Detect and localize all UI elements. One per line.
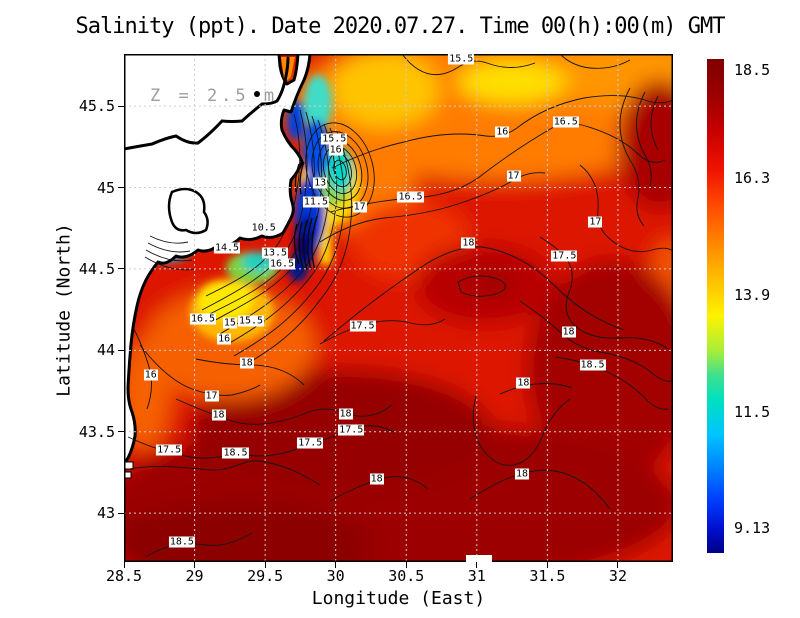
x-tick-label: 29.5 xyxy=(247,567,284,585)
x-tick-mark xyxy=(546,562,548,568)
plot-frame xyxy=(124,54,673,562)
contour-label: 17 xyxy=(588,216,603,228)
x-tick-label: 31.5 xyxy=(529,567,566,585)
y-tick-mark xyxy=(118,268,124,270)
y-tick-label: 44.5 xyxy=(78,259,115,278)
contour-label: 15.5 xyxy=(237,315,265,327)
colorbar-tick-label: 16.3 xyxy=(734,168,771,187)
contour-label: 18.5 xyxy=(168,536,195,548)
contour-label: 10.5 xyxy=(250,222,277,234)
contour-label: 17.5 xyxy=(551,250,578,262)
contour-label: 17.5 xyxy=(297,437,324,449)
contour-label: 15 xyxy=(222,317,237,329)
colorbar-tick-label: 11.5 xyxy=(734,403,771,422)
x-axis-title: Longitude (East) xyxy=(311,588,486,609)
contour-label: 15.5 xyxy=(321,133,348,145)
map-plot-area xyxy=(124,54,673,562)
x-tick-label: 30 xyxy=(326,567,345,585)
x-tick-mark xyxy=(264,562,266,568)
contour-label: 18 xyxy=(239,357,254,369)
contour-label: 15.5 xyxy=(448,53,475,65)
colorbar-tick-label: 9.13 xyxy=(734,519,771,537)
x-tick-label: 31 xyxy=(467,567,486,585)
contour-label: 17 xyxy=(506,170,521,182)
dense-contour-cluster xyxy=(293,161,318,271)
contour-label: 18 xyxy=(561,326,576,338)
y-axis-title: Latitude (North) xyxy=(53,223,75,397)
contour-label: 16 xyxy=(328,144,343,156)
contour-label: 18 xyxy=(516,377,531,389)
y-tick-label: 43 xyxy=(96,504,115,523)
contour-label: 14.5 xyxy=(213,242,241,254)
y-tick-mark xyxy=(118,105,124,107)
y-tick-mark xyxy=(118,431,124,433)
danube-river xyxy=(124,56,290,151)
x-tick-label: 32 xyxy=(608,567,627,585)
x-tick-label: 29 xyxy=(185,567,204,585)
island xyxy=(254,91,260,97)
y-tick-label: 44 xyxy=(96,341,115,360)
contour-label: 17.5 xyxy=(338,424,365,436)
lagoon xyxy=(167,187,209,235)
y-tick-label: 43.5 xyxy=(78,422,115,441)
x-tick-label: 30.5 xyxy=(388,567,425,585)
contour-label: 17 xyxy=(352,201,367,213)
contour-label: 18.5 xyxy=(222,447,249,459)
land-mass xyxy=(124,54,312,466)
contour-label: 16.5 xyxy=(552,116,579,128)
grid-lines xyxy=(124,54,673,562)
colorbar-tick-label: 18.5 xyxy=(734,61,771,79)
coastal-cell xyxy=(124,471,132,479)
contour-label: 17.5 xyxy=(156,444,183,456)
y-tick-mark xyxy=(118,187,124,188)
x-tick-mark xyxy=(405,562,407,568)
contour-label: 13.5 xyxy=(261,247,289,259)
x-tick-mark xyxy=(476,562,478,568)
figure-title: Salinity (ppt). Date 2020.07.27. Time 00… xyxy=(75,14,726,39)
contour-label: 16.5 xyxy=(269,258,296,270)
contour-label: 18 xyxy=(338,408,353,420)
x-tick-label: 28.5 xyxy=(105,567,143,585)
sea-color-field xyxy=(124,54,673,562)
y-tick-label: 45 xyxy=(96,178,115,197)
contour-label: 16.5 xyxy=(189,313,217,325)
contour-label: 16 xyxy=(143,369,158,381)
depth-annotation: Z = 2.5 m xyxy=(150,86,279,106)
contour-label: 16 xyxy=(217,333,232,345)
coastal-cell xyxy=(124,461,134,470)
y-tick-label: 45.5 xyxy=(78,97,115,116)
contour-label: 13 xyxy=(313,177,328,189)
y-tick-mark xyxy=(118,349,124,351)
contour-label: 18 xyxy=(369,473,384,485)
contour-label: 18 xyxy=(211,409,226,421)
y-tick-mark xyxy=(118,512,124,514)
masked-data-strip xyxy=(466,555,492,562)
contour-label: 11.5 xyxy=(302,196,329,208)
contour-label: 18 xyxy=(461,237,476,249)
contour-label: 18.5 xyxy=(579,359,606,371)
x-tick-mark xyxy=(617,562,619,568)
colorbar xyxy=(707,59,724,553)
x-tick-mark xyxy=(194,562,196,568)
contour-label: 16.5 xyxy=(397,191,424,203)
x-tick-mark xyxy=(123,562,125,568)
colorbar-tick-label: 13.9 xyxy=(734,285,771,304)
contour-label: 18 xyxy=(514,468,530,480)
contour-label: 17.5 xyxy=(349,320,376,332)
contour-label: 16 xyxy=(495,126,510,138)
contour-label: 17 xyxy=(204,390,219,402)
x-tick-mark xyxy=(335,562,337,568)
